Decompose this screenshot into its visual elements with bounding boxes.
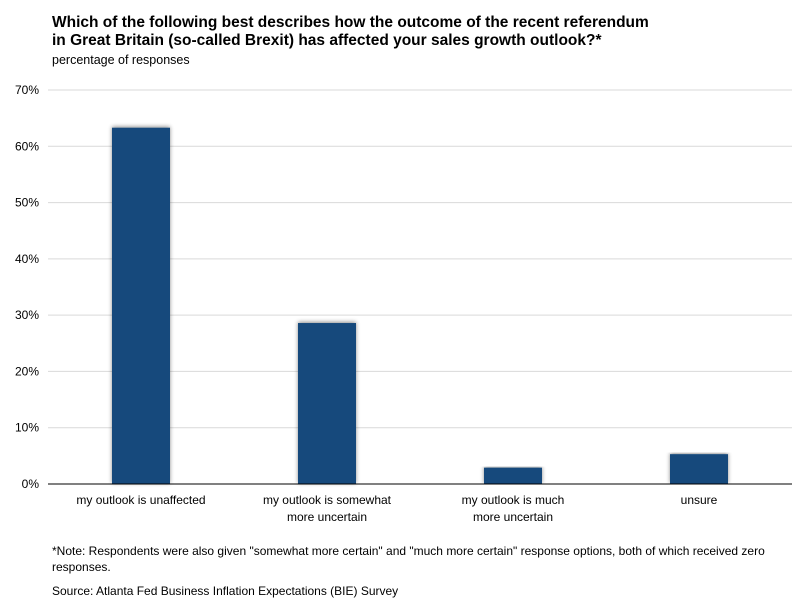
- bars: [112, 127, 728, 484]
- chart-title-line-1: Which of the following best describes ho…: [52, 14, 649, 31]
- chart-title: Which of the following best describes ho…: [52, 14, 752, 50]
- gridlines: [48, 89, 792, 429]
- footnote: *Note: Respondents were also given "some…: [52, 544, 765, 574]
- bar: [112, 127, 170, 484]
- x-tick-label: my outlook is somewhat more uncertain: [263, 493, 392, 524]
- y-tick-label: 30%: [15, 308, 39, 322]
- x-tick-label: my outlook is much more uncertain: [462, 493, 565, 524]
- bar: [670, 454, 728, 484]
- bar: [484, 467, 542, 484]
- y-tick-label: 20%: [15, 364, 39, 378]
- y-axis-ticks: 0% 10% 20% 30% 40% 50% 60% 70%: [15, 83, 39, 491]
- y-tick-label: 40%: [15, 252, 39, 266]
- x-axis-ticks: my outlook is unaffected my outlook is so…: [76, 493, 717, 524]
- bar-chart: 0% 10% 20% 30% 40% 50% 60% 70% my outlook is un…: [15, 83, 792, 524]
- x-tick-label: unsure: [681, 493, 718, 507]
- chart-subtitle: percentage of responses: [52, 53, 190, 67]
- chart-title-line-2: in Great Britain (so-called Brexit) has …: [52, 32, 602, 49]
- bar: [298, 323, 356, 484]
- source-note: Source: Atlanta Fed Business Inflation E…: [52, 584, 399, 598]
- x-tick-label: my outlook is unaffected: [76, 493, 205, 507]
- y-tick-label: 10%: [15, 421, 39, 435]
- y-tick-label: 0%: [22, 477, 40, 491]
- y-tick-label: 70%: [15, 83, 39, 97]
- y-tick-label: 60%: [15, 139, 39, 153]
- y-tick-label: 50%: [15, 196, 39, 210]
